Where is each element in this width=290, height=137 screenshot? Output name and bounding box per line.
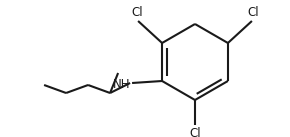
- Text: Cl: Cl: [189, 127, 201, 137]
- Text: Cl: Cl: [131, 6, 143, 19]
- Text: NH: NH: [113, 78, 130, 91]
- Text: Cl: Cl: [247, 6, 259, 19]
